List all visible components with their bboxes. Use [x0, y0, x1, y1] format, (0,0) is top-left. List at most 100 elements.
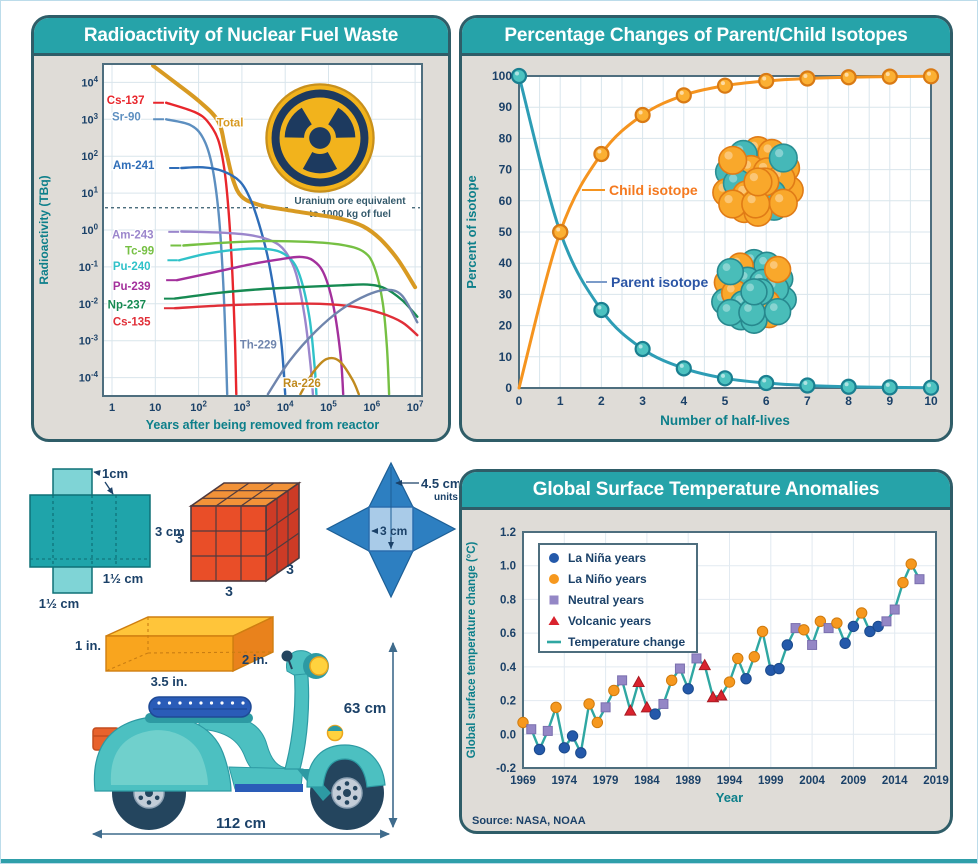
uranium-ore-annotation: Uranium ore equivalent to 1000 kg of fuel — [105, 196, 420, 220]
svg-text:50: 50 — [499, 225, 513, 239]
temperature-panel-body: La Niña years La Niño years Neutral years V… — [462, 510, 950, 831]
svg-text:103: 103 — [81, 112, 98, 126]
svg-text:Neutral years: Neutral years — [568, 593, 644, 607]
radio-yaxis-title: Radioactivity (TBq) — [37, 175, 51, 284]
svg-text:104: 104 — [81, 75, 98, 89]
svg-text:10: 10 — [499, 350, 513, 364]
scooter-headlamp — [309, 656, 329, 676]
radioactivity-panel-body: Uranium ore equivalent to 1000 kg of fuel… — [34, 56, 448, 439]
svg-text:30: 30 — [499, 287, 513, 301]
net-width-label: 1½ cm — [103, 571, 143, 586]
panel-isotopes: Percentage Changes of Parent/Child Isoto… — [459, 15, 953, 442]
svg-text:La Niña years: La Niña years — [568, 551, 646, 565]
panel-radioactivity: Radioactivity of Nuclear Fuel Waste Uran… — [31, 15, 451, 442]
scooter-mirror — [281, 650, 293, 662]
svg-text:2009: 2009 — [841, 775, 867, 787]
temp-yaxis-title: Global surface temperature change (°C) — [466, 541, 478, 758]
svg-text:1989: 1989 — [675, 775, 701, 787]
svg-text:5: 5 — [722, 394, 729, 408]
net-shape: 1cm 3 cm 1½ cm 1½ cm — [29, 466, 185, 611]
cube-left-label: 3 — [175, 530, 183, 546]
svg-text:106: 106 — [363, 400, 380, 414]
svg-text:1969: 1969 — [510, 775, 536, 787]
svg-text:100: 100 — [492, 69, 512, 83]
svg-text:Ra-226: Ra-226 — [283, 378, 321, 390]
star-units-label: units — [434, 492, 458, 503]
svg-text:2014: 2014 — [882, 775, 908, 787]
scooter-seat — [148, 696, 252, 718]
child-nucleus-illustration — [712, 136, 804, 227]
svg-text:7: 7 — [804, 394, 811, 408]
svg-text:10-4: 10-4 — [79, 370, 99, 384]
svg-text:102: 102 — [81, 149, 98, 163]
svg-text:Cs-137: Cs-137 — [107, 95, 145, 107]
radioactivity-chart: Uranium ore equivalent to 1000 kg of fuel… — [37, 63, 424, 432]
svg-text:40: 40 — [499, 256, 513, 270]
svg-text:1: 1 — [109, 402, 115, 414]
isotopes-panel-body: Child isotope Parent isotope 100 90 80 70 60 50… — [462, 56, 950, 439]
svg-text:8: 8 — [845, 394, 852, 408]
svg-text:Child isotope: Child isotope — [609, 182, 698, 198]
net-thickness-label: 1cm — [102, 466, 128, 481]
iso-grid — [518, 75, 932, 389]
svg-text:Uranium ore equivalent: Uranium ore equivalent — [294, 196, 406, 207]
scooter-height-label: 63 cm — [344, 700, 387, 717]
star-shape: 4.5 cm units 3 cm — [325, 461, 459, 599]
svg-text:Temperature change: Temperature change — [568, 635, 685, 649]
net-flap-label: 1½ cm — [39, 596, 79, 611]
radio-series-labels: Total Cs-137 Sr-90 Am-241 Am-243 Tc-99 Pu-240 P… — [106, 94, 322, 392]
svg-text:1994: 1994 — [717, 775, 743, 787]
svg-text:6: 6 — [763, 394, 770, 408]
svg-text:0.4: 0.4 — [500, 662, 517, 674]
svg-text:1999: 1999 — [758, 775, 784, 787]
scooter-steering-column — [284, 664, 310, 770]
svg-text:0: 0 — [505, 381, 512, 395]
svg-text:2019: 2019 — [923, 775, 949, 787]
bottom-frame-bar — [1, 859, 977, 863]
svg-text:Volcanic years: Volcanic years — [568, 614, 651, 628]
cube-shape: 3 3 3 — [175, 481, 302, 599]
svg-text:Am-243: Am-243 — [112, 229, 154, 241]
svg-text:0.0: 0.0 — [500, 729, 516, 741]
scooter-front-fender — [306, 744, 386, 788]
star-center-label: 3 cm — [380, 524, 407, 538]
svg-text:90: 90 — [499, 100, 513, 114]
svg-text:60: 60 — [499, 194, 513, 208]
svg-text:105: 105 — [320, 400, 337, 414]
svg-text:3: 3 — [639, 394, 646, 408]
svg-text:10-3: 10-3 — [79, 333, 99, 347]
box-height-label: 1 in. — [75, 638, 101, 653]
iso-yaxis-title: Percent of isotope — [464, 175, 479, 288]
temperature-title-text: Global Surface Temperature Anomalies — [532, 479, 880, 500]
svg-text:0.6: 0.6 — [500, 628, 516, 640]
box-depth-label: 2 in. — [242, 652, 268, 667]
svg-text:0: 0 — [516, 394, 523, 408]
svg-text:10: 10 — [924, 394, 938, 408]
box-shape: 1 in. 3.5 in. 2 in. — [75, 615, 274, 689]
cube-right-label: 3 — [286, 561, 294, 577]
scooter-rear-highlight — [110, 730, 208, 785]
radiation-icon — [265, 83, 375, 193]
net-height-label: 3 cm — [155, 524, 185, 539]
svg-text:Am-241: Am-241 — [113, 160, 155, 172]
star-spike-label: 4.5 cm — [421, 476, 459, 491]
svg-text:10-1: 10-1 — [79, 260, 99, 274]
svg-text:4: 4 — [680, 394, 687, 408]
svg-text:10-2: 10-2 — [79, 296, 99, 310]
svg-text:La Niño years: La Niño years — [568, 572, 647, 586]
panel-title-isotopes: Percentage Changes of Parent/Child Isoto… — [462, 18, 950, 56]
parent-nucleus-illustration — [711, 248, 797, 334]
svg-text:1.0: 1.0 — [500, 561, 516, 573]
temp-series — [517, 558, 925, 759]
svg-text:1984: 1984 — [634, 775, 660, 787]
radio-series — [151, 64, 419, 396]
svg-text:104: 104 — [277, 400, 294, 414]
svg-text:70: 70 — [499, 163, 513, 177]
iso-series — [510, 67, 940, 396]
svg-text:Pu-240: Pu-240 — [113, 261, 151, 273]
svg-text:1974: 1974 — [552, 775, 578, 787]
